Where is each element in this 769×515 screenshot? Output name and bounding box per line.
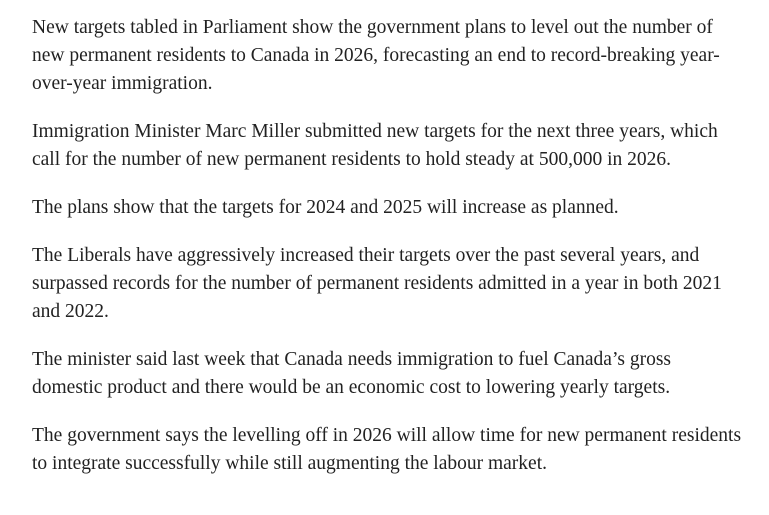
- paragraph: The Liberals have aggressively increased…: [32, 245, 722, 322]
- paragraph: The government says the levelling off in…: [32, 425, 742, 474]
- paragraph: The minister said last week that Canada …: [32, 349, 672, 398]
- paragraph: The plans show that the targets for 2024…: [32, 197, 619, 218]
- article-body: New targets tabled in Parliament show th…: [32, 17, 742, 474]
- paragraph: New targets tabled in Parliament show th…: [32, 17, 720, 94]
- paragraph: Immigration Minister Marc Miller submitt…: [32, 121, 718, 170]
